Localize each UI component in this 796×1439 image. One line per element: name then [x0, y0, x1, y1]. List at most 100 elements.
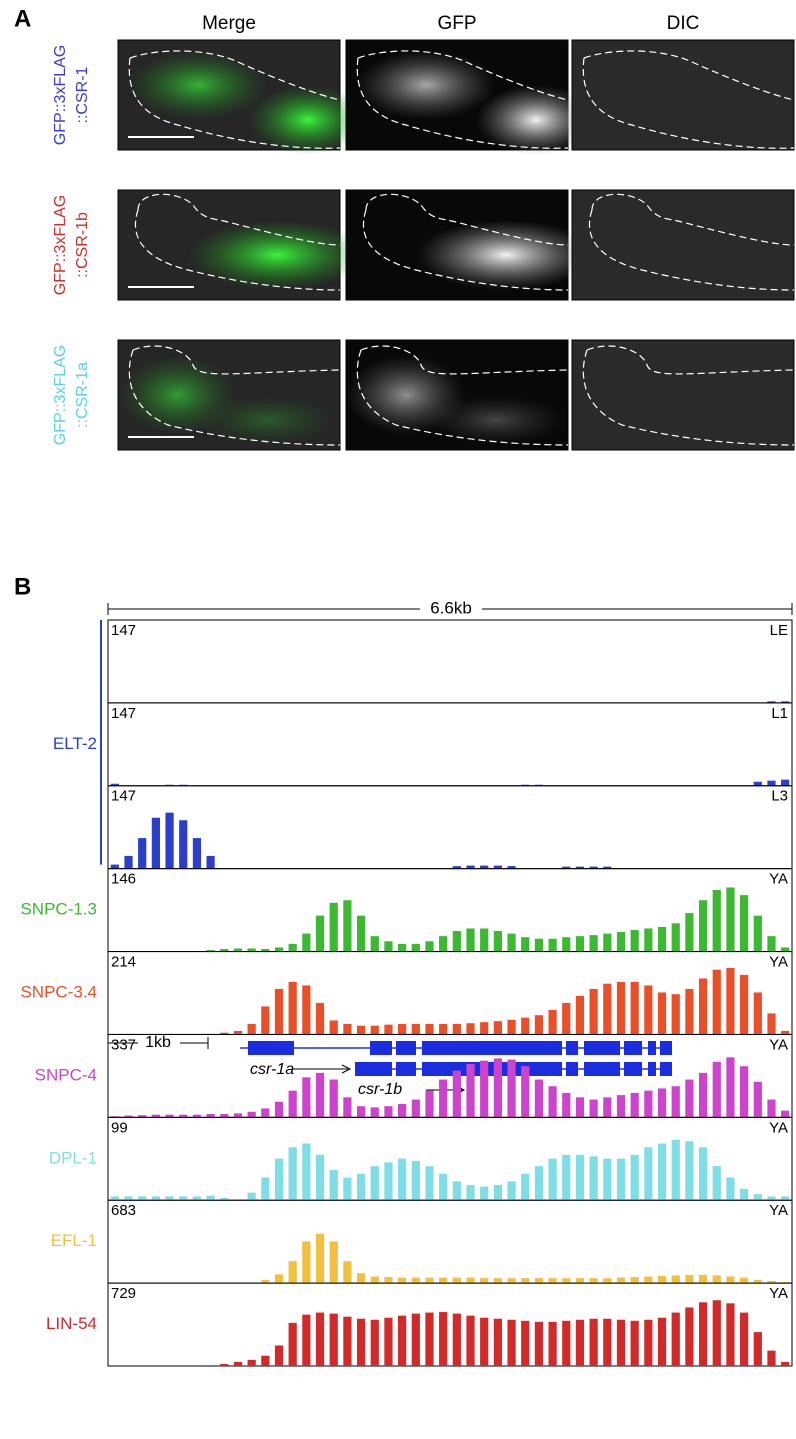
bar — [726, 887, 735, 952]
bar — [370, 1276, 379, 1284]
bar — [698, 978, 708, 1035]
bar — [138, 1115, 147, 1118]
bar — [698, 1147, 708, 1201]
bar — [315, 915, 325, 952]
bar — [781, 1282, 790, 1284]
signal — [426, 395, 566, 445]
bar — [165, 784, 174, 786]
bar — [411, 943, 420, 952]
bar — [329, 1169, 338, 1201]
track-stage: L3 — [771, 788, 788, 805]
bar — [726, 1276, 735, 1284]
bar — [151, 1114, 160, 1118]
bar — [753, 1194, 762, 1201]
outline — [128, 50, 341, 149]
bar — [781, 1030, 790, 1035]
outline — [582, 345, 795, 446]
bar — [548, 1158, 557, 1201]
bar — [630, 1092, 639, 1118]
bar — [767, 1196, 776, 1201]
micrographs — [117, 39, 795, 451]
bar — [343, 1261, 352, 1284]
bar — [425, 1090, 434, 1118]
bar — [466, 1185, 475, 1201]
bar — [233, 1030, 243, 1035]
bar — [644, 1090, 653, 1118]
row-label: GFP::3xFLAG::CSR-1b — [52, 195, 91, 295]
bar — [398, 1315, 407, 1366]
bar — [384, 1277, 393, 1284]
bar — [548, 1321, 557, 1366]
bar — [247, 948, 256, 952]
bar — [548, 1009, 557, 1035]
bar — [740, 895, 749, 952]
bar — [712, 969, 721, 1035]
track-frame — [107, 702, 793, 787]
bar — [616, 981, 626, 1035]
bar — [671, 1086, 680, 1118]
bar — [480, 928, 489, 952]
bar — [603, 1278, 612, 1284]
bar — [124, 1115, 133, 1118]
bar — [630, 1154, 639, 1201]
bar — [220, 1197, 229, 1201]
bar — [685, 1141, 694, 1201]
bar — [439, 1277, 448, 1284]
bar — [657, 992, 667, 1035]
bar — [657, 1275, 667, 1284]
bar — [247, 1111, 256, 1118]
bar — [452, 866, 461, 869]
bar — [138, 838, 147, 869]
bar — [521, 784, 530, 786]
bar — [356, 1173, 366, 1201]
bar — [589, 935, 598, 952]
factor-label: ELT-2 — [53, 734, 97, 753]
bar — [740, 1312, 749, 1366]
bar — [384, 1317, 393, 1366]
bar — [671, 994, 680, 1035]
bar — [493, 865, 502, 869]
track-scale: 147 — [111, 788, 136, 805]
track-scale: 99 — [111, 1119, 128, 1136]
bar — [220, 1363, 229, 1366]
bar — [466, 1064, 475, 1118]
bar — [603, 1158, 612, 1201]
bar — [493, 1185, 502, 1201]
bar — [781, 701, 790, 703]
bar — [206, 1195, 215, 1201]
bar — [124, 855, 133, 869]
bar — [370, 1107, 379, 1118]
signal — [198, 395, 338, 445]
bar — [712, 890, 721, 952]
bar — [288, 1147, 297, 1201]
bar — [603, 933, 612, 952]
bar — [767, 936, 776, 952]
bar — [261, 1108, 270, 1118]
track-stage: L1 — [771, 705, 788, 722]
span-label: 6.6kb — [430, 598, 472, 617]
bar — [562, 1320, 571, 1366]
bar — [521, 1173, 530, 1201]
bar — [480, 1186, 489, 1201]
bar — [466, 928, 475, 952]
bar — [356, 1106, 366, 1118]
bar — [657, 1143, 667, 1201]
bar — [439, 1312, 448, 1366]
bar — [644, 1147, 653, 1201]
signal — [128, 50, 268, 120]
bar — [726, 967, 735, 1035]
bar — [603, 866, 612, 869]
bar — [603, 983, 612, 1035]
bar — [439, 1173, 448, 1201]
bar — [685, 1274, 694, 1284]
bar — [466, 1277, 475, 1284]
factor-label: EFL-1 — [51, 1231, 97, 1250]
bar — [343, 1177, 352, 1201]
bar — [343, 1023, 352, 1035]
bar — [726, 1303, 735, 1366]
bar — [657, 1317, 667, 1366]
bar — [110, 1116, 119, 1118]
bar — [411, 1313, 420, 1366]
bar — [261, 1355, 270, 1366]
bar — [698, 1274, 708, 1284]
